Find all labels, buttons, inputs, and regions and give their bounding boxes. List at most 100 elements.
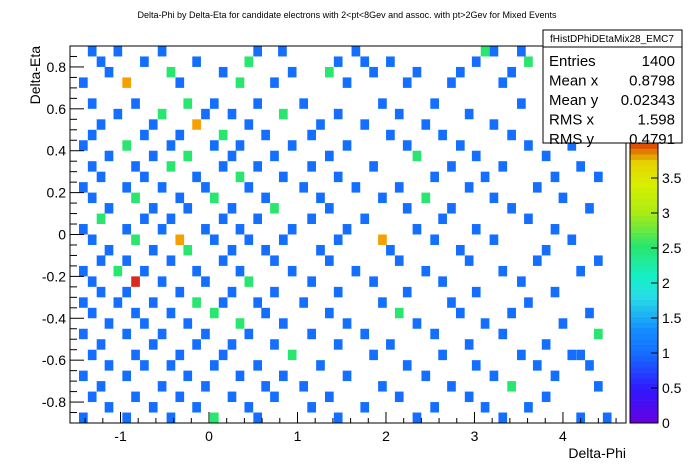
heatmap-cell xyxy=(175,349,185,361)
heatmap-cell xyxy=(235,140,245,151)
heatmap-cell xyxy=(122,140,132,151)
heatmap-cell xyxy=(148,402,158,413)
heatmap-cell xyxy=(576,265,585,277)
heatmap-cell xyxy=(201,328,210,340)
heatmap-cell xyxy=(550,370,560,382)
heatmap-cell xyxy=(166,255,176,266)
palette-swatch xyxy=(630,367,658,373)
heatmap-cell xyxy=(412,150,422,162)
heatmap-cell xyxy=(316,360,325,371)
heatmap-cell xyxy=(489,46,499,57)
palette-swatch xyxy=(630,288,658,295)
heatmap-cell xyxy=(464,391,474,403)
heatmap-cell xyxy=(270,203,279,214)
heatmap-cell xyxy=(201,182,210,193)
heatmap-cell xyxy=(517,46,526,57)
heatmap-cell xyxy=(278,318,288,329)
heatmap-cell xyxy=(394,307,404,319)
palette-tick-label: 2 xyxy=(662,275,670,291)
heatmap-cell xyxy=(235,370,245,382)
heatmap-cell xyxy=(507,307,516,319)
heatmap-cell xyxy=(270,391,279,403)
heatmap-cell xyxy=(378,381,387,392)
palette-swatch xyxy=(630,171,658,177)
stats-row-label: Mean x xyxy=(549,73,599,90)
heatmap-cell xyxy=(378,234,387,245)
heatmap-cell xyxy=(209,192,219,204)
x-axis: -1 0 1 2 3 4 xyxy=(84,412,617,444)
heatmap-cell xyxy=(351,46,361,57)
heatmap-cell xyxy=(113,297,123,308)
stats-row-label: Mean y xyxy=(549,92,599,109)
heatmap-cell xyxy=(79,182,88,193)
heatmap-cell xyxy=(209,234,219,245)
palette-swatch xyxy=(630,378,658,385)
heatmap-cell xyxy=(166,412,176,423)
heatmap-cell xyxy=(209,360,219,371)
heatmap-cell xyxy=(253,46,263,57)
heatmap-cell xyxy=(378,297,387,308)
heatmap-cell xyxy=(227,203,237,214)
heatmap-cell xyxy=(235,318,245,329)
heatmap-cell xyxy=(430,98,439,109)
heatmap-cell xyxy=(386,129,395,141)
heatmap-cell xyxy=(122,328,132,340)
heatmap-cell xyxy=(166,213,176,225)
heatmap-cell xyxy=(299,98,309,109)
palette-swatch xyxy=(630,182,658,189)
heatmap-cell xyxy=(471,286,481,298)
palette-swatch xyxy=(630,322,658,329)
heatmap-cell xyxy=(307,161,316,172)
heatmap-cell xyxy=(576,349,585,361)
heatmap-cell xyxy=(342,77,352,88)
stats-box-name: fHistDPhiDEtaMix28_EMC7 xyxy=(550,34,674,45)
heatmap-cell xyxy=(183,98,193,109)
heatmap-cell xyxy=(567,140,577,151)
heatmap-cell xyxy=(480,318,490,329)
heatmap-cell xyxy=(287,265,297,277)
heatmap-cell xyxy=(79,297,88,308)
heatmap-cell xyxy=(227,339,237,350)
palette-swatch xyxy=(630,361,658,368)
palette-tick-label: 1.5 xyxy=(662,310,682,326)
heatmap-cell xyxy=(166,66,176,78)
heatmap-cell xyxy=(175,234,185,245)
heatmap-cell xyxy=(166,140,176,151)
heatmap-cell xyxy=(244,234,254,245)
heatmap-cell xyxy=(342,224,352,235)
stats-row-value: 0.4791 xyxy=(629,131,675,148)
palette-swatch xyxy=(630,406,658,413)
heatmap-cell xyxy=(235,265,245,277)
heatmap-cells xyxy=(79,46,612,423)
heatmap-cell xyxy=(209,140,219,151)
heatmap-cell xyxy=(218,255,228,266)
palette-swatch xyxy=(630,299,658,306)
heatmap-cell xyxy=(183,244,193,256)
heatmap-cell xyxy=(360,56,370,67)
heatmap-cell xyxy=(421,119,431,130)
heatmap-cell xyxy=(209,412,219,423)
heatmap-cell xyxy=(253,360,263,371)
heatmap-cell xyxy=(157,182,167,193)
heatmap-cell xyxy=(218,213,228,225)
heatmap-cell xyxy=(192,339,201,350)
heatmap-cell xyxy=(218,349,228,361)
heatmap-cell xyxy=(192,402,201,413)
heatmap-cell xyxy=(567,349,577,361)
x-tick-label: -1 xyxy=(114,428,127,444)
heatmap-cell xyxy=(227,150,237,162)
heatmap-cell xyxy=(464,108,474,120)
heatmap-cell xyxy=(316,244,325,256)
heatmap-cell xyxy=(287,140,297,151)
heatmap-cell xyxy=(192,119,201,130)
heatmap-cell xyxy=(261,381,270,392)
heatmap-cell xyxy=(218,129,228,141)
heatmap-cell xyxy=(79,370,88,382)
x-tick-label: 3 xyxy=(471,428,479,444)
heatmap-cell xyxy=(464,339,474,350)
heatmap-cell xyxy=(96,381,106,392)
heatmap-cell xyxy=(541,244,551,256)
heatmap-cell xyxy=(148,119,158,130)
palette-swatch xyxy=(630,277,658,284)
heatmap-cell xyxy=(104,360,114,371)
